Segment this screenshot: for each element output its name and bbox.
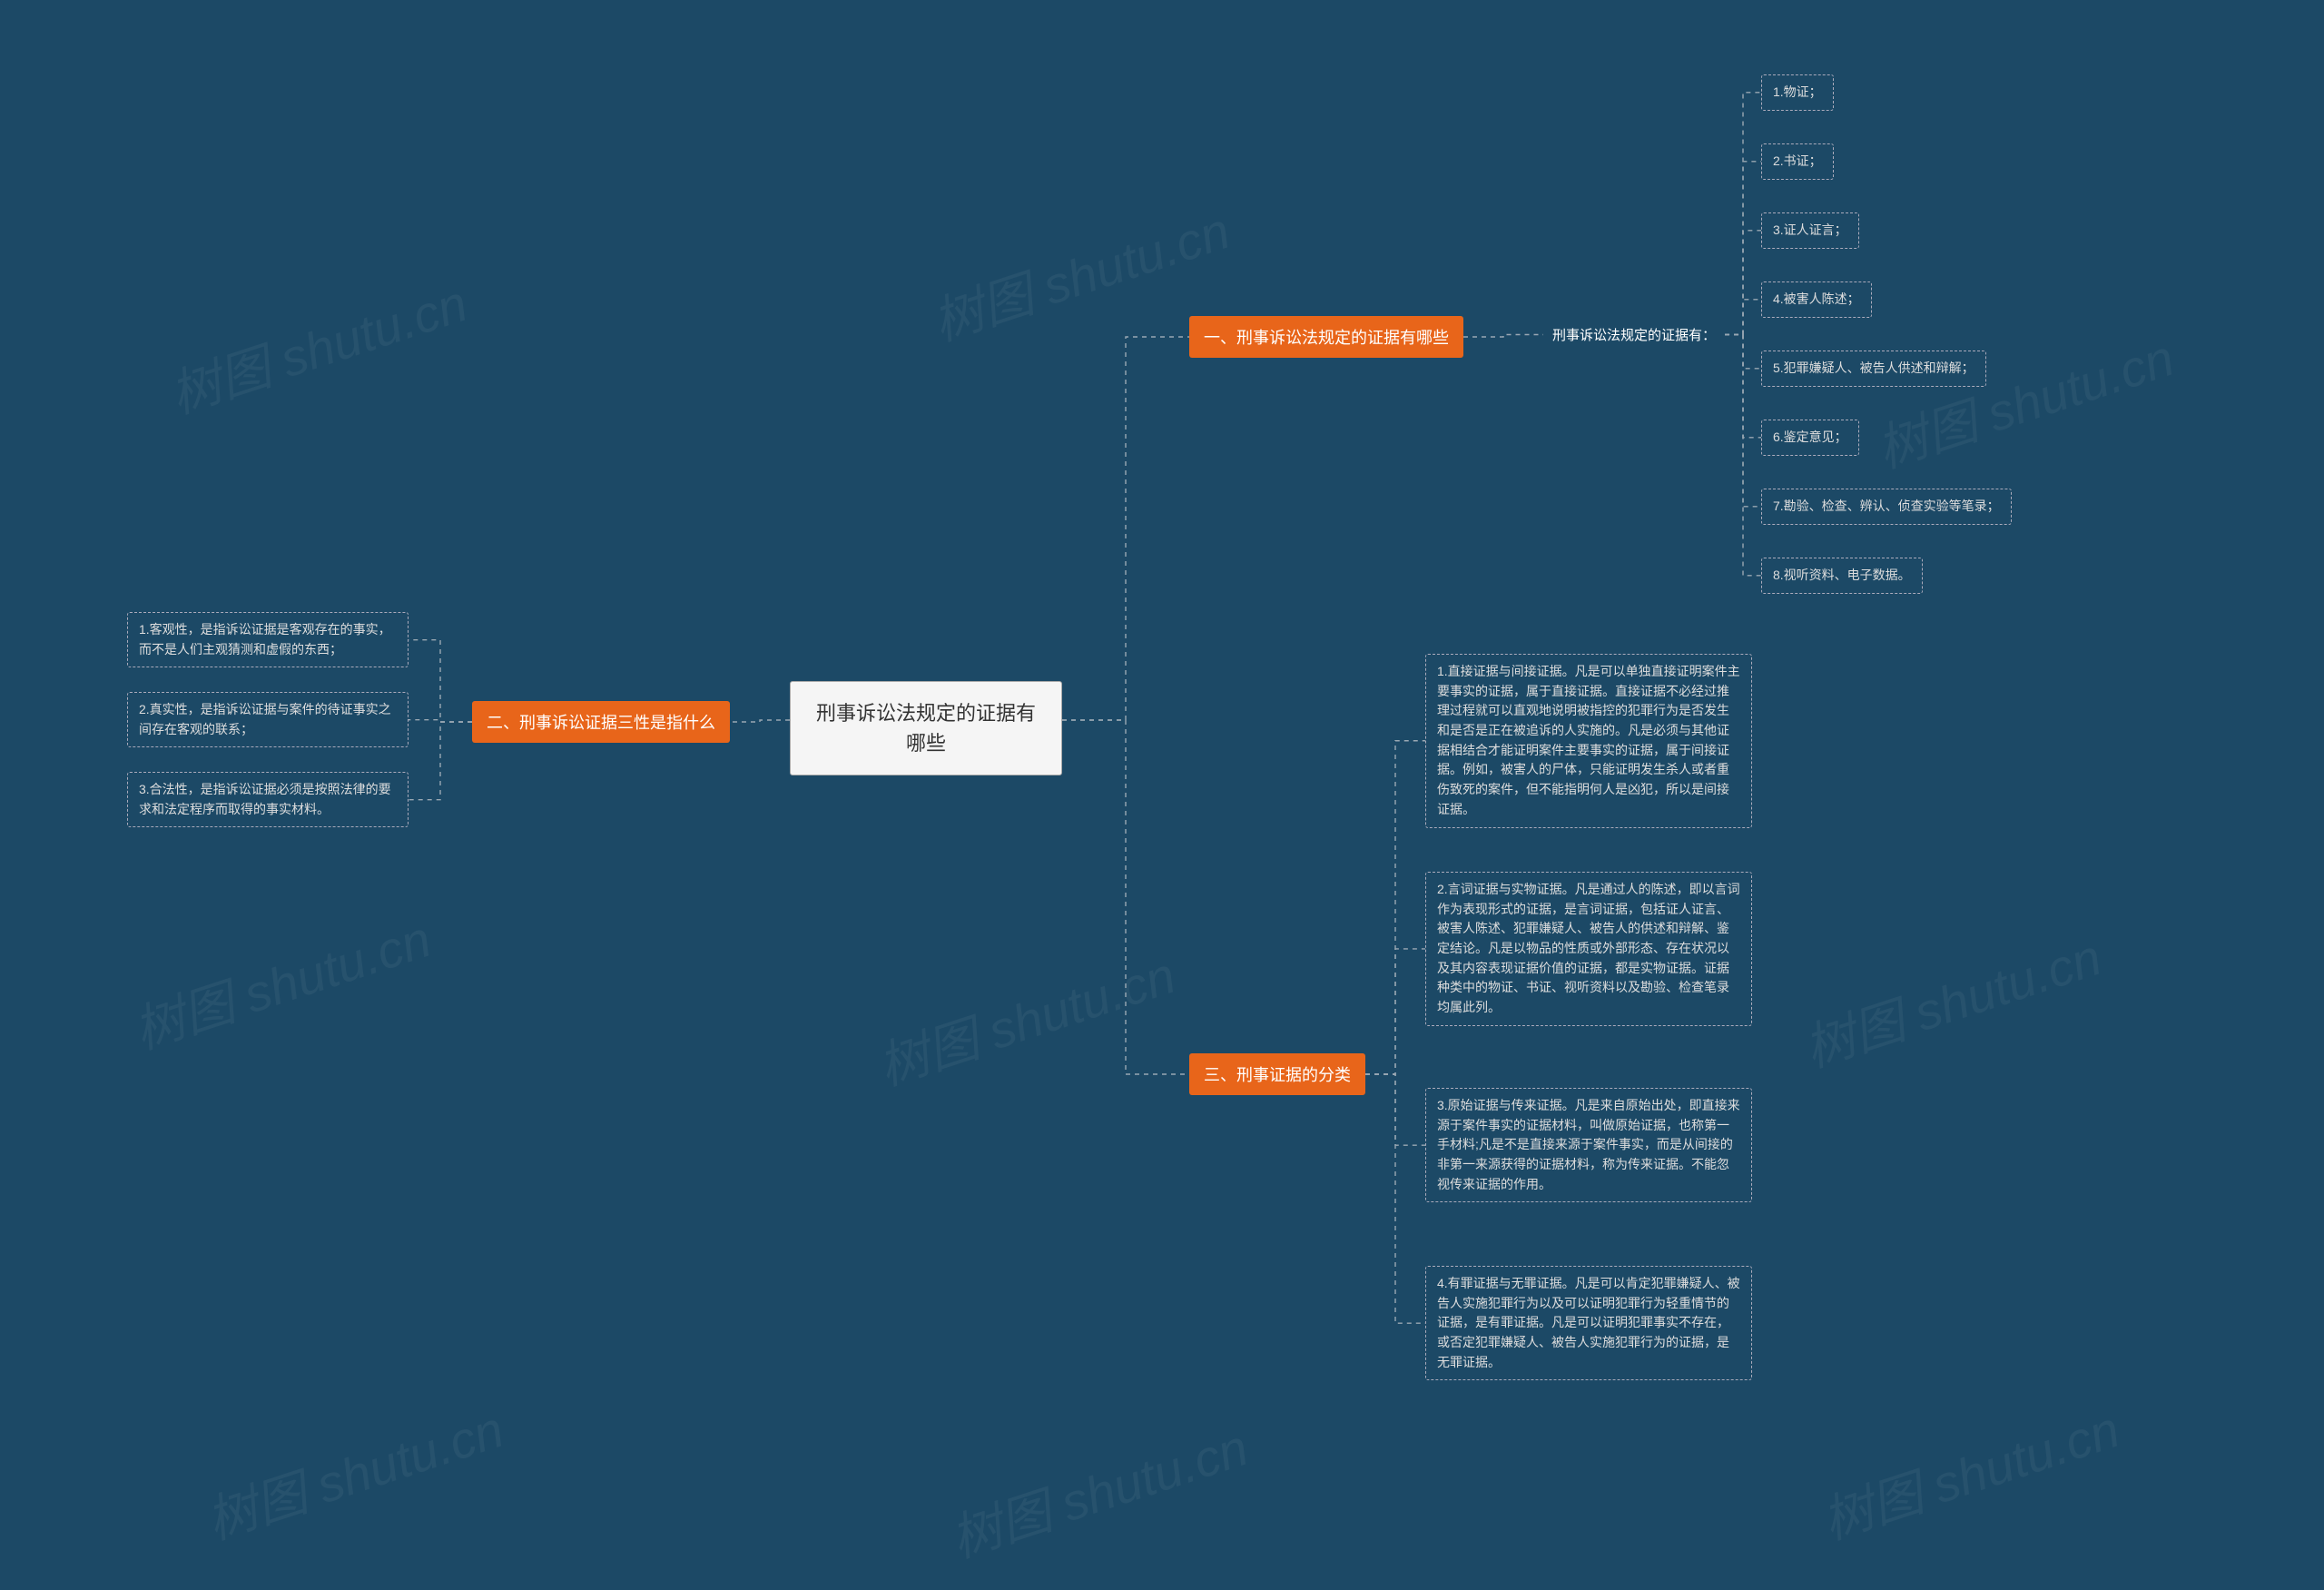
branch-3: 三、刑事证据的分类	[1189, 1053, 1365, 1095]
branch-1-leaf: 5.犯罪嫌疑人、被告人供述和辩解；	[1761, 351, 1986, 387]
root-text: 刑事诉讼法规定的证据有 哪些	[816, 702, 1036, 755]
branch-3-leaf: 1.直接证据与间接证据。凡是可以单独直接证明案件主要事实的证据，属于直接证据。直…	[1425, 654, 1752, 828]
watermark: 树图 shutu.cn	[160, 263, 476, 429]
branch-1-leaf: 1.物证；	[1761, 74, 1834, 111]
branch-1-leaf: 8.视听资料、电子数据。	[1761, 558, 1923, 594]
branch-2-leaf: 1.客观性，是指诉讼证据是客观存在的事实，而不是人们主观猜测和虚假的东西；	[127, 612, 409, 667]
branch-1: 一、刑事诉讼法规定的证据有哪些	[1189, 316, 1463, 358]
watermark: 树图 shutu.cn	[1866, 318, 2182, 483]
branch-1-leaf: 3.证人证言；	[1761, 212, 1859, 249]
watermark: 树图 shutu.cn	[123, 899, 439, 1064]
branch-3-label: 三、刑事证据的分类	[1204, 1066, 1351, 1084]
watermark: 树图 shutu.cn	[1812, 1389, 2128, 1555]
root-node: 刑事诉讼法规定的证据有 哪些	[790, 681, 1062, 775]
watermark: 树图 shutu.cn	[196, 1389, 512, 1555]
branch-1-leaf: 2.书证；	[1761, 143, 1834, 180]
branch-1-sub: 刑事诉讼法规定的证据有：	[1543, 320, 1725, 350]
watermark: 树图 shutu.cn	[940, 1407, 1256, 1573]
branch-3-leaf: 4.有罪证据与无罪证据。凡是可以肯定犯罪嫌疑人、被告人实施犯罪行为以及可以证明犯…	[1425, 1266, 1752, 1380]
branch-3-leaf: 2.言词证据与实物证据。凡是通过人的陈述，即以言词作为表现形式的证据，是言词证据…	[1425, 872, 1752, 1026]
branch-1-label: 一、刑事诉讼法规定的证据有哪些	[1204, 329, 1449, 347]
branch-1-sub-text: 刑事诉讼法规定的证据有：	[1552, 328, 1716, 343]
branch-3-leaf: 3.原始证据与传来证据。凡是来自原始出处，即直接来源于案件事实的证据材料，叫做原…	[1425, 1088, 1752, 1202]
branch-2-label: 二、刑事诉讼证据三性是指什么	[487, 714, 715, 732]
branch-2: 二、刑事诉讼证据三性是指什么	[472, 701, 730, 743]
branch-2-leaf: 3.合法性，是指诉讼证据必须是按照法律的要求和法定程序而取得的事实材料。	[127, 772, 409, 827]
branch-1-leaf: 6.鉴定意见；	[1761, 420, 1859, 456]
watermark: 树图 shutu.cn	[1794, 917, 2110, 1082]
branch-2-leaf: 2.真实性，是指诉讼证据与案件的待证事实之间存在客观的联系；	[127, 692, 409, 747]
branch-1-leaf: 7.勘验、检查、辨认、侦查实验等笔录；	[1761, 489, 2012, 525]
watermark: 树图 shutu.cn	[868, 935, 1184, 1101]
branch-1-leaf: 4.被害人陈述；	[1761, 281, 1872, 318]
